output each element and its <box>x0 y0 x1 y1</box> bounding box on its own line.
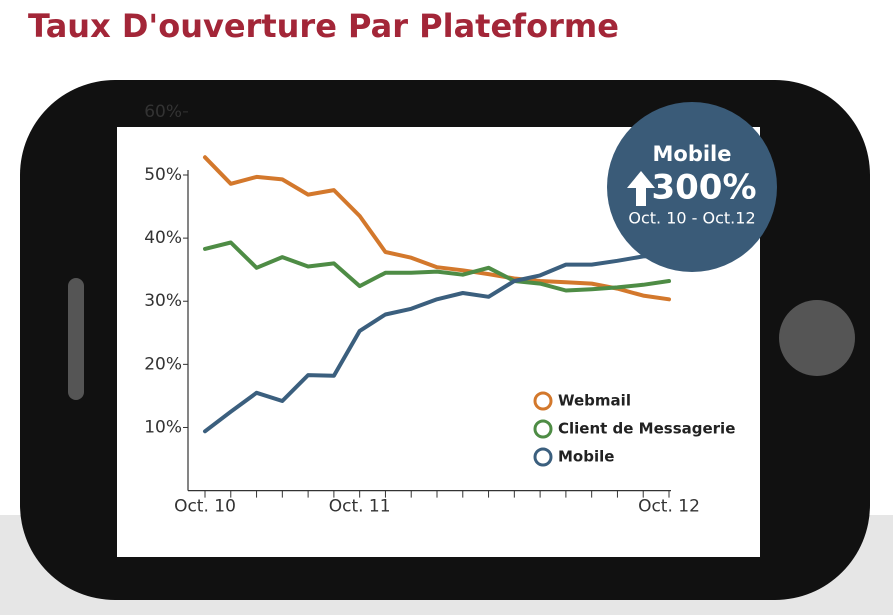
y-tick-label: 60% <box>144 102 182 122</box>
legend-label: Mobile <box>558 448 614 466</box>
badge-period: Oct. 10 - Oct.12 <box>628 209 755 228</box>
x-tick-label: Oct. 11 <box>329 497 391 517</box>
legend-label: Webmail <box>558 392 631 410</box>
y-tick-label: 30% <box>144 291 182 311</box>
badge-title: Mobile <box>653 142 732 166</box>
series-line <box>203 253 671 434</box>
series-line <box>203 240 671 293</box>
phone-slot <box>68 278 84 400</box>
y-tick-label: 40% <box>144 228 182 248</box>
plot: 10% 20% 30% 40% 50% 60% Oct. 10 Oct. 11 Oct. 12 W… <box>144 102 735 517</box>
badge-value: 300% <box>651 168 756 208</box>
badge <box>607 102 777 272</box>
y-tick-label: 10% <box>144 417 182 437</box>
x-tick-label: Oct. 12 <box>638 497 700 517</box>
phone-button <box>779 300 855 376</box>
y-tick-label: 50% <box>144 165 182 185</box>
y-tick-label: 20% <box>144 354 182 374</box>
legend-label: Client de Messagerie <box>558 420 735 438</box>
legend-marker <box>533 419 553 439</box>
legend-marker <box>533 391 553 411</box>
chart-title: Taux D'ouverture Par Plateforme <box>28 7 619 45</box>
x-tick-label: Oct. 10 <box>174 497 236 517</box>
legend-marker <box>533 447 553 467</box>
up-arrow <box>627 171 655 206</box>
series-line <box>203 155 671 302</box>
